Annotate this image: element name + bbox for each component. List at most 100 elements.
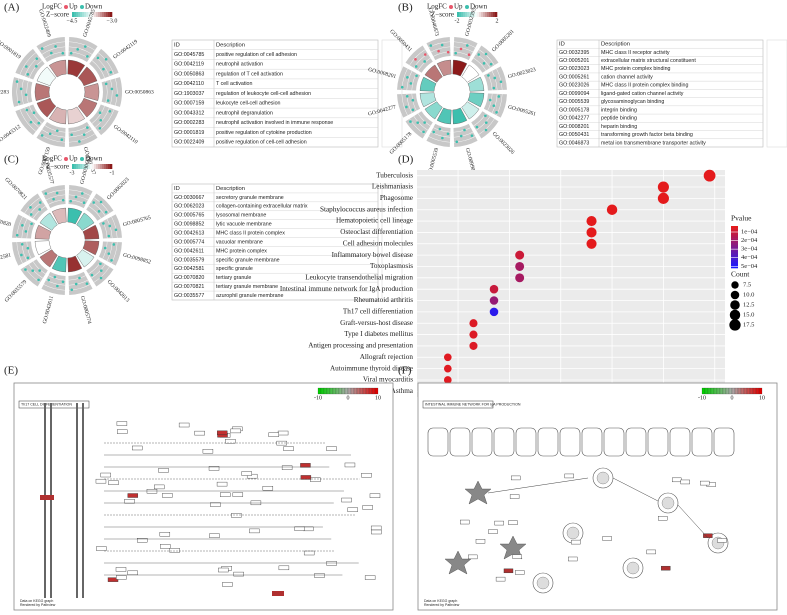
- zscore-segment: [452, 59, 468, 77]
- gene-dot: [484, 114, 487, 118]
- term-id: GO:0023023: [507, 67, 537, 80]
- table-cell: vacuolar membrane: [216, 239, 263, 245]
- zscore-tick: −4.5: [67, 18, 78, 24]
- scale-bar: [752, 387, 757, 395]
- gene-box: [137, 538, 148, 543]
- gene-box: [364, 575, 376, 580]
- gene-box: [602, 536, 612, 541]
- gene-box: [169, 548, 180, 553]
- gene-dot: [475, 125, 479, 129]
- gene-ring: [101, 77, 123, 107]
- table-frame-right: [381, 39, 403, 148]
- gene-ring: [397, 93, 421, 118]
- gene-dot: [104, 82, 108, 86]
- gene-box: [300, 475, 312, 480]
- size-label: 7.5: [743, 281, 751, 288]
- gene-box: [209, 533, 220, 538]
- term-id: GO:0005765: [122, 215, 152, 228]
- zscore-bar: [104, 164, 107, 169]
- gene-box: [194, 430, 205, 436]
- scale-bar: [326, 387, 331, 395]
- gene-dot: [106, 99, 110, 102]
- dot: [586, 238, 597, 249]
- gene-box: [294, 526, 305, 531]
- y-tick-label: Inflammatory bowel disease: [332, 251, 413, 259]
- gene-ring: [12, 241, 36, 266]
- table-cell: specific granule: [216, 266, 253, 272]
- y-tick-label: Graft-versus-host disease: [340, 319, 413, 327]
- pathway-footer: Rendered by Pathview: [424, 603, 460, 607]
- gene-box: [495, 576, 506, 582]
- zscore-segment: [76, 249, 95, 268]
- size-label: 15.0: [743, 311, 754, 318]
- ring-guide: [21, 79, 24, 105]
- zscore-bar: [457, 12, 460, 17]
- nucleus: [566, 526, 580, 540]
- zscore-segment: [36, 66, 57, 87]
- y-tick-label: Intestinal immune network for IgA produc…: [280, 285, 414, 293]
- gene-ring: [15, 48, 45, 80]
- table-cell: GO:0005201: [559, 58, 589, 64]
- ring-guide: [487, 73, 493, 91]
- gene-ring: [86, 259, 114, 287]
- gene-dot: [86, 55, 89, 58]
- term-id: GO:0042611: [42, 295, 55, 324]
- zscore-segment: [436, 59, 452, 77]
- gene-dot: [107, 234, 111, 238]
- table-cell: MHC class II protein complex: [216, 230, 285, 236]
- table-cell: MHC class II protein complex binding: [601, 83, 688, 89]
- gene-box: [262, 486, 274, 491]
- zscore-segment: [34, 83, 50, 101]
- gene-box: [108, 480, 119, 485]
- legend-down: Down: [85, 155, 103, 163]
- table-cell: GO:0007159: [174, 101, 204, 107]
- gene-dot: [29, 120, 33, 124]
- zscore-segment: [424, 64, 443, 83]
- zscore-segment: [36, 97, 57, 118]
- term-id: GO:0062023: [106, 177, 131, 202]
- scale-bar: [740, 387, 745, 395]
- gene-dot: [405, 94, 409, 98]
- colorbar: [731, 257, 738, 260]
- term-id: GO:0005774: [79, 295, 92, 325]
- gene-dot: [74, 195, 78, 199]
- gene-box: [680, 479, 690, 485]
- scale-bar: [743, 387, 748, 395]
- table-cell: GO:0042613: [174, 230, 204, 236]
- gene-box: [661, 565, 671, 571]
- scale-bar: [362, 387, 367, 395]
- term-id: GO:0070821: [3, 177, 28, 202]
- colorbar: [731, 259, 738, 262]
- gene-dot: [52, 197, 55, 201]
- zscore-bar: [86, 12, 89, 17]
- gene-box: [162, 493, 173, 498]
- gene-box: [127, 493, 139, 498]
- table-cell: GO:0042611: [174, 248, 204, 254]
- gene-dot: [24, 93, 28, 97]
- color-legend-title: Pvalue: [731, 214, 752, 223]
- gene-box: [246, 473, 258, 479]
- legend-logfc: LogFC: [42, 155, 62, 163]
- gene-dot: [56, 284, 59, 288]
- gene-ring: [12, 214, 36, 239]
- dot: [443, 364, 452, 373]
- gene-dot: [76, 48, 79, 51]
- size-key: [729, 319, 741, 331]
- zscore-segment: [77, 66, 98, 87]
- epithelial-cell: [603, 427, 625, 457]
- zscore-segment: [82, 224, 100, 240]
- gene-box: [216, 481, 228, 487]
- gene-ring: [20, 193, 48, 221]
- gene-dot: [25, 108, 29, 112]
- gene-box: [283, 446, 294, 451]
- gene-dot: [424, 53, 427, 56]
- zscore-tick: 2: [496, 18, 499, 24]
- gene-dot: [414, 65, 418, 68]
- gene-box: [344, 462, 356, 468]
- zscore-segment: [76, 212, 95, 231]
- gene-dot: [21, 224, 24, 227]
- ring-guide: [487, 93, 493, 111]
- gene-dot: [98, 126, 102, 130]
- zscore-bar: [106, 12, 109, 17]
- zscore-segment: [77, 97, 98, 118]
